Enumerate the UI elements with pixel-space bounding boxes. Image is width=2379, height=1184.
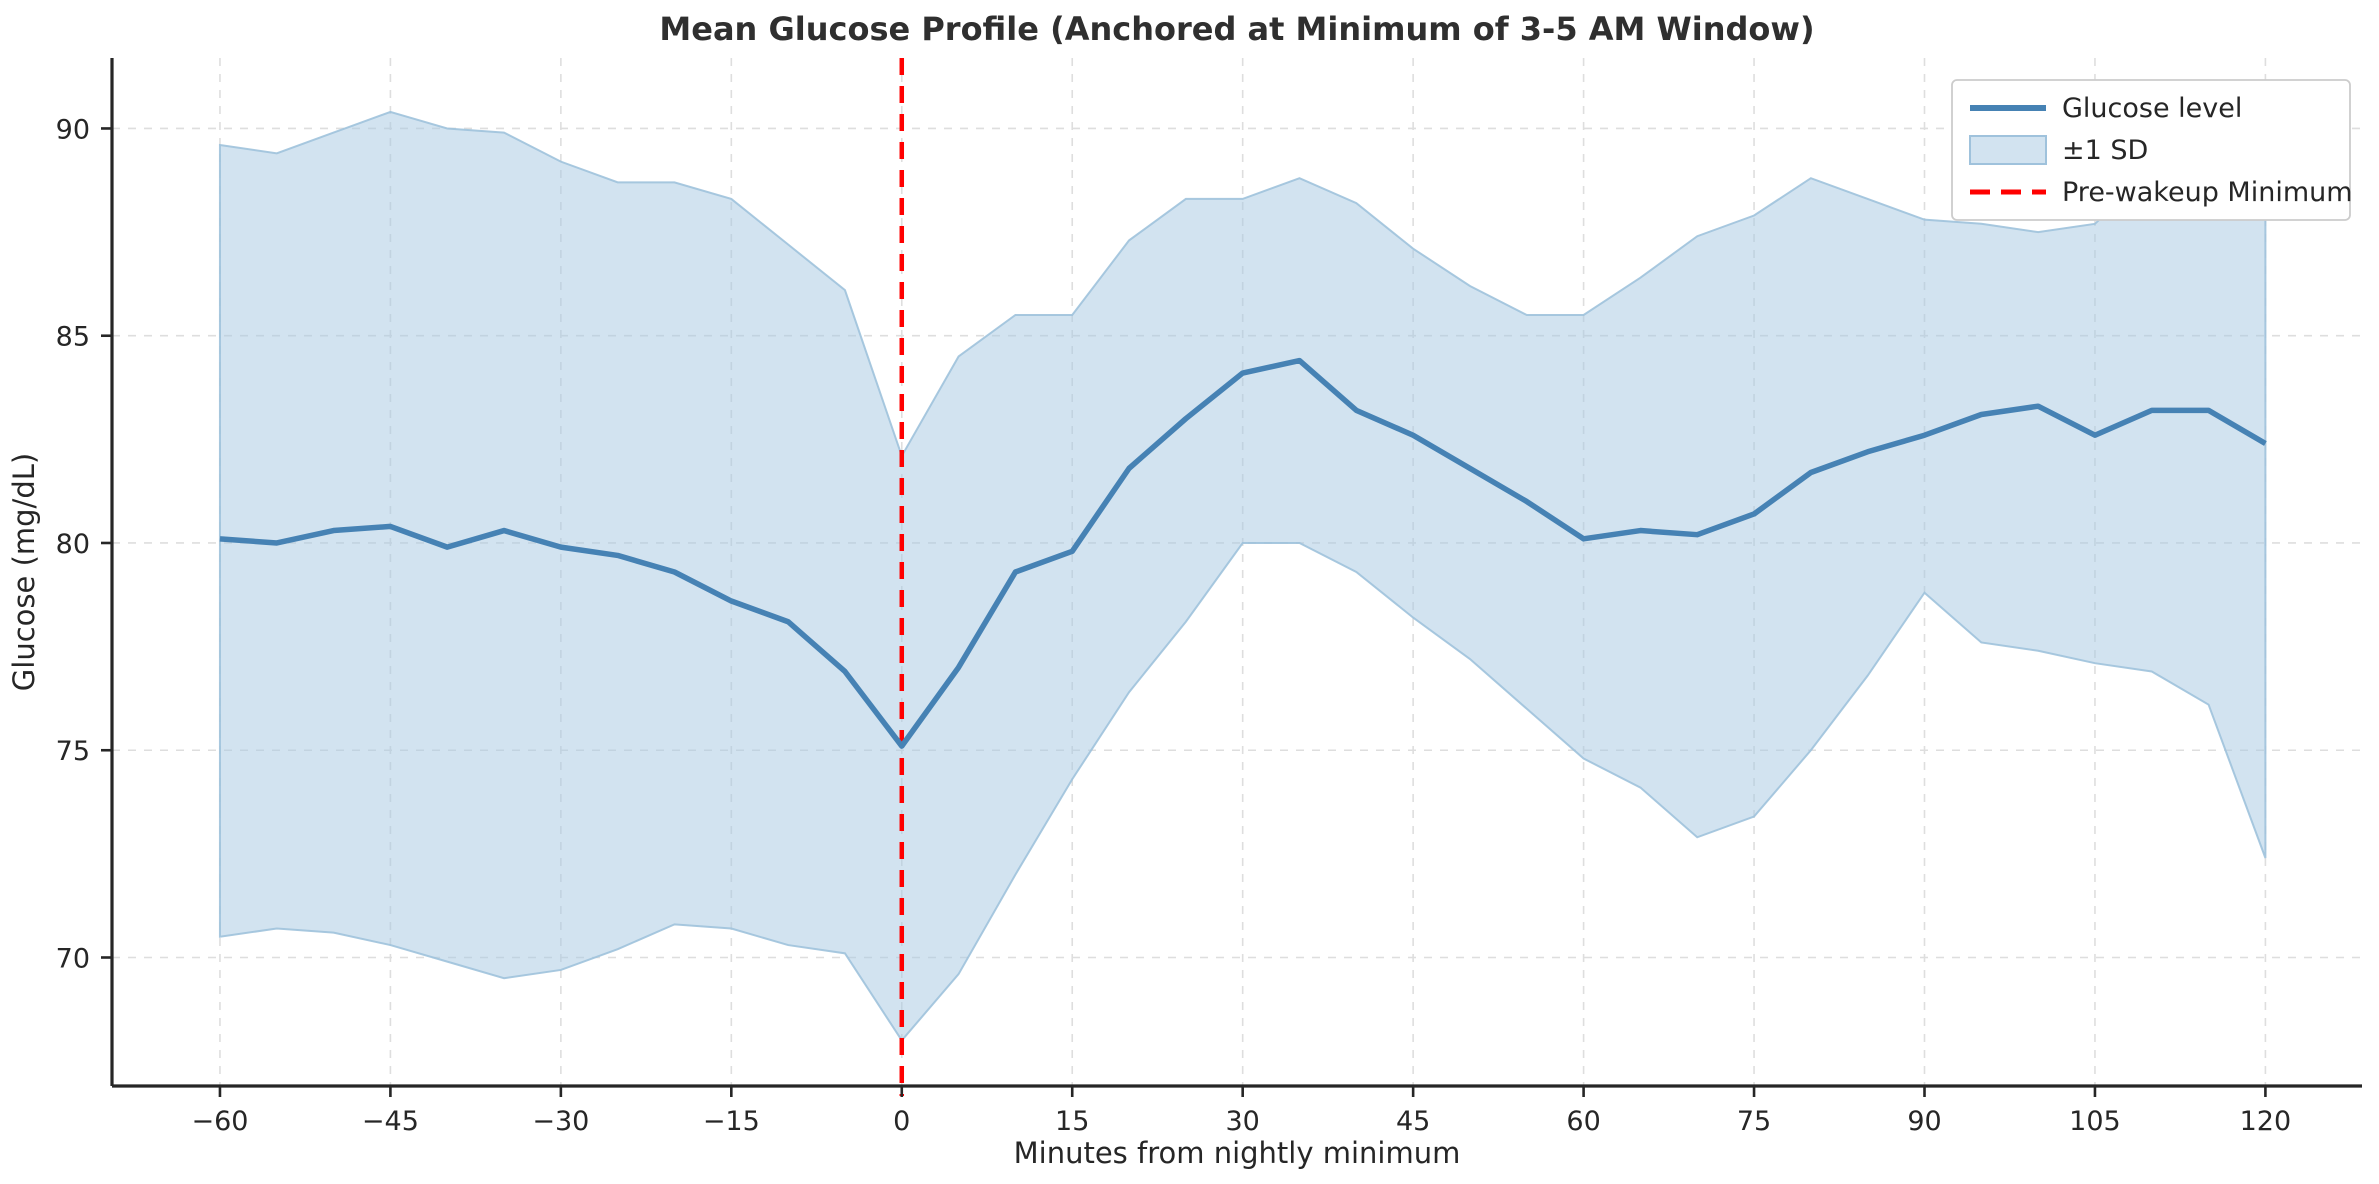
svg-text:85: 85 (56, 322, 90, 353)
legend-item-label: Pre-wakeup Minimum (2062, 177, 2353, 208)
svg-text:−45: −45 (362, 1106, 419, 1137)
svg-text:75: 75 (1737, 1106, 1771, 1137)
y-axis: 70 75 80 85 90 (56, 58, 114, 1086)
x-axis: −60 −45 −30 −15 0 15 30 45 60 75 90 105 120 (112, 1084, 2362, 1137)
svg-text:60: 60 (1566, 1106, 1600, 1137)
svg-text:0: 0 (893, 1106, 910, 1137)
x-axis-label: Minutes from nightly minimum (1014, 1136, 1461, 1170)
legend-item-label: ±1 SD (2062, 135, 2148, 166)
svg-text:70: 70 (56, 944, 90, 975)
svg-text:75: 75 (56, 736, 90, 767)
svg-text:80: 80 (56, 529, 90, 560)
y-axis-label: Glucose (mg/dL) (7, 453, 41, 691)
glucose-line (219, 357, 2267, 749)
chart-title: Mean Glucose Profile (Anchored at Minimu… (659, 10, 1814, 48)
legend: Glucose level ±1 SD Pre-wakeup Minimum (1951, 79, 2353, 221)
svg-text:15: 15 (1055, 1106, 1089, 1137)
legend-box (1951, 79, 2351, 221)
legend-item-glucose-level: Glucose level (1970, 93, 2242, 124)
legend-item-label: Glucose level (2062, 93, 2242, 124)
svg-text:90: 90 (56, 114, 90, 145)
svg-text:90: 90 (1907, 1106, 1941, 1137)
sd-band (218, 110, 2267, 1043)
svg-text:−15: −15 (703, 1106, 760, 1137)
svg-text:105: 105 (2069, 1106, 2121, 1137)
svg-text:45: 45 (1396, 1106, 1430, 1137)
svg-text:−30: −30 (532, 1106, 589, 1137)
svg-text:30: 30 (1226, 1106, 1260, 1137)
legend-item-prewakeup-minimum: Pre-wakeup Minimum (1970, 177, 2353, 208)
svg-text:−60: −60 (191, 1106, 248, 1137)
legend-band-swatch (1969, 135, 2047, 165)
legend-item-sd-band: ±1 SD (1969, 135, 2148, 166)
svg-text:120: 120 (2240, 1106, 2292, 1137)
